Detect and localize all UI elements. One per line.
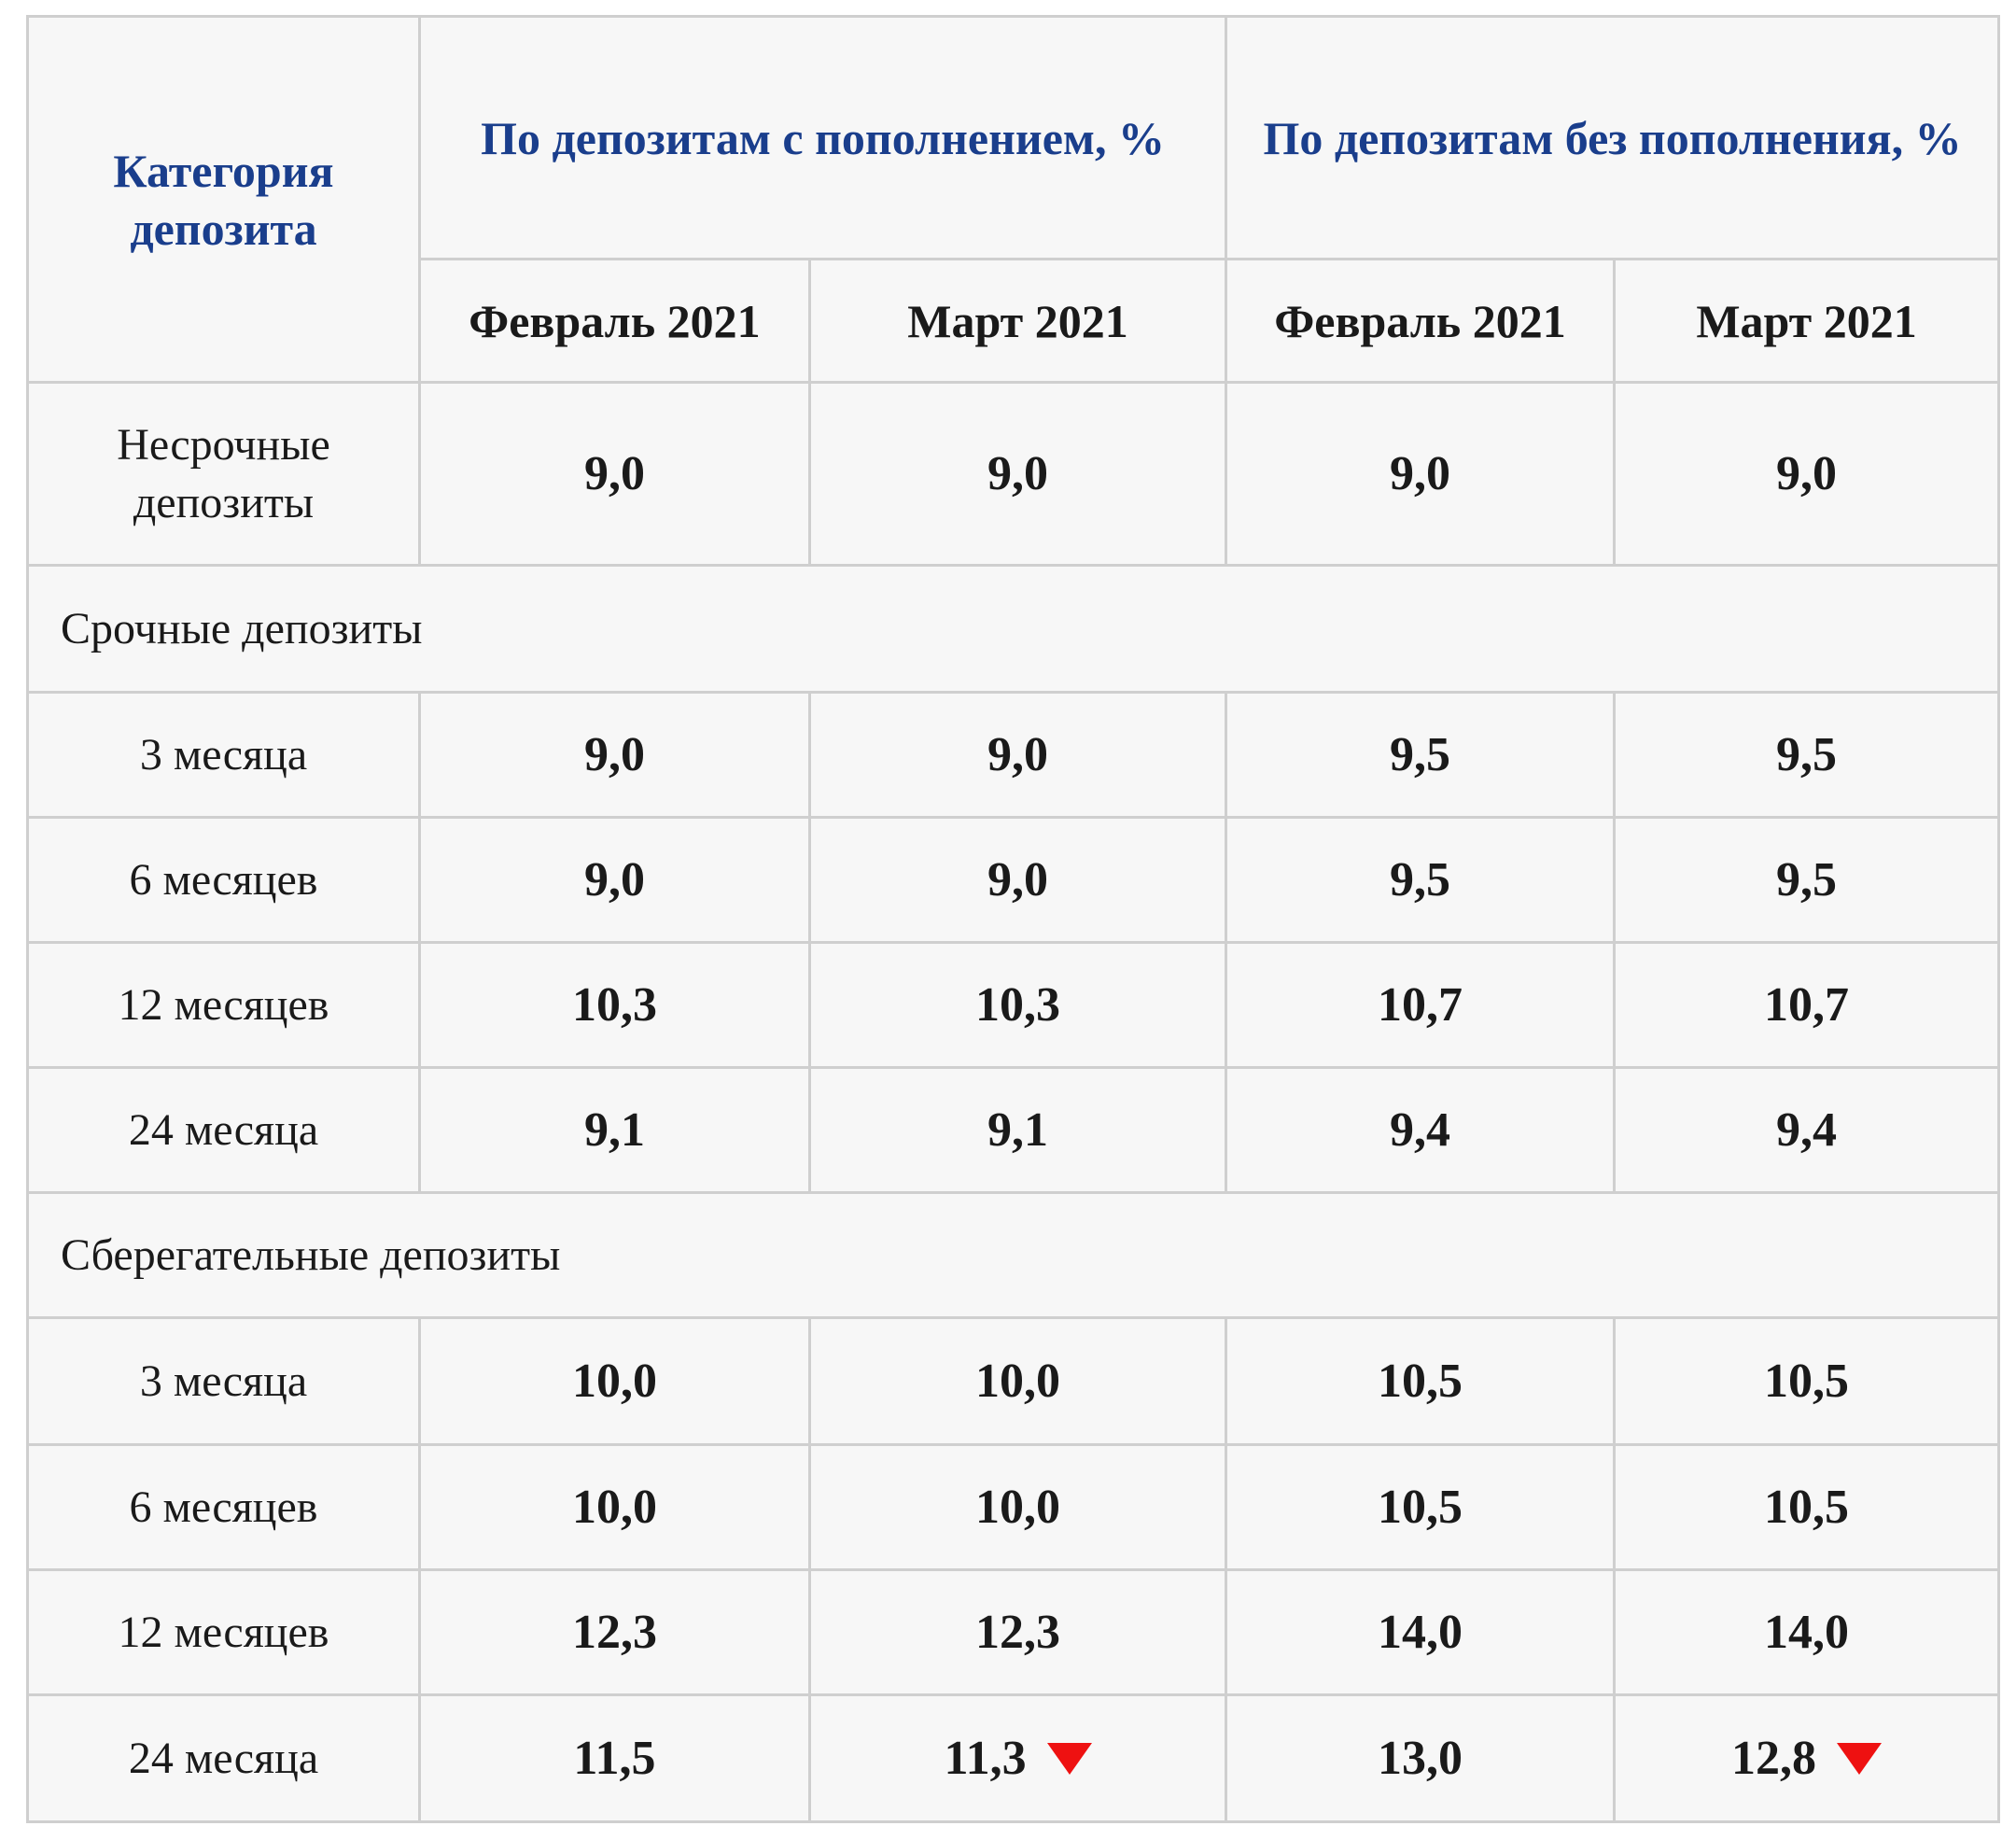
header-month: Март 2021 [1613,258,2001,384]
table-row: 6 месяцев 9,0 9,0 9,5 9,5 [26,816,2001,944]
header-row-months: Февраль 2021 Март 2021 Февраль 2021 Март… [28,258,2001,384]
rate-value: 10,5 [1613,1443,2001,1571]
rate-value: 14,0 [1613,1568,2001,1696]
rate-value: 9,0 [807,381,1228,567]
header-with-topup: По депозитам с пополнением, % [417,15,1228,260]
rate-value: 14,0 [1225,1568,1617,1696]
row-label: 24 месяца [26,1066,421,1194]
table-row: 3 месяца 10,0 10,0 10,5 10,5 [26,1316,2001,1446]
rate-value: 10,7 [1613,941,2001,1069]
row-label: 6 месяцев [26,816,421,944]
rate-value: 9,0 [1613,381,2001,567]
rate-value: 11,5 [418,1693,811,1823]
header-without-topup: По депозитам без пополнения, % [1225,15,2001,260]
section-term-deposits: Срочные депозиты [25,564,2001,694]
rate-value: 9,0 [418,691,811,819]
row-label: 6 месяцев [26,1443,421,1571]
section-row: Срочные депозиты [25,564,2001,694]
table-row: Несрочные депозиты 9,0 9,0 9,0 9,0 [26,381,2001,567]
table-row: 24 месяца 11,5 11,3 13,0 12,8 [26,1693,2001,1823]
rate-value: 9,1 [807,1066,1228,1194]
rate-value: 9,4 [1613,1066,2001,1194]
table-row: 3 месяца 9,0 9,0 9,5 9,5 [26,691,2001,819]
rate-value: 9,0 [418,381,811,567]
row-label: 12 месяцев [26,941,421,1069]
rate-value: 10,0 [418,1443,811,1571]
rate-value-decreased: 12,8 [1613,1693,2001,1823]
rate-value: 10,7 [1225,941,1617,1069]
rate-value: 10,0 [807,1316,1228,1446]
table-row: 12 месяцев 12,3 12,3 14,0 14,0 [26,1568,2001,1696]
rate-value: 9,0 [418,816,811,944]
rate-value: 12,8 [1731,1732,1817,1785]
rate-value: 12,3 [418,1568,811,1696]
row-label: 24 месяца [26,1693,421,1823]
table-row: 12 месяцев 10,3 10,3 10,7 10,7 [26,941,2001,1069]
rate-value: 9,5 [1225,691,1617,819]
rate-value: 12,3 [807,1568,1228,1696]
rate-value: 9,5 [1613,691,2001,819]
section-row: Сберегательные депозиты [25,1191,2001,1319]
rate-value: 10,0 [418,1316,811,1446]
row-label: Несрочные депозиты [26,381,421,567]
rate-value: 9,4 [1225,1066,1617,1194]
rate-value: 10,0 [807,1443,1228,1571]
rate-value: 9,1 [418,1066,811,1194]
header-category: Категория депозита [26,15,421,384]
rate-value: 10,5 [1613,1316,2001,1446]
rate-value: 9,5 [1225,816,1617,944]
rate-value: 10,3 [418,941,811,1069]
rate-value-decreased: 11,3 [807,1693,1228,1823]
deposit-rates-table: Категория депозита По депозитам с пополн… [25,15,2001,1823]
rate-value: 9,0 [1225,381,1617,567]
header-month: Март 2021 [807,258,1228,384]
rate-value: 9,0 [807,816,1228,944]
down-arrow-icon [1837,1743,1883,1776]
row-label: 12 месяцев [26,1568,421,1696]
row-label: 3 месяца [26,691,421,819]
rate-value: 11,3 [944,1732,1027,1785]
section-savings-deposits: Сберегательные депозиты [25,1191,2001,1319]
rate-value: 9,5 [1613,816,2001,944]
header-month: Февраль 2021 [1225,258,1617,384]
header-row-groups: Категория депозита По депозитам с пополн… [26,15,2001,384]
header-month: Февраль 2021 [418,258,811,384]
rate-value: 10,3 [807,941,1228,1069]
row-label: 3 месяца [26,1316,421,1446]
rate-value: 10,5 [1225,1316,1617,1446]
down-arrow-icon [1046,1743,1092,1776]
table-row: 6 месяцев 10,0 10,0 10,5 10,5 [26,1443,2001,1571]
rate-value: 10,5 [1225,1443,1617,1571]
rate-value: 13,0 [1225,1693,1617,1823]
table-row: 24 месяца 9,1 9,1 9,4 9,4 [26,1066,2001,1194]
rate-value: 9,0 [807,691,1228,819]
